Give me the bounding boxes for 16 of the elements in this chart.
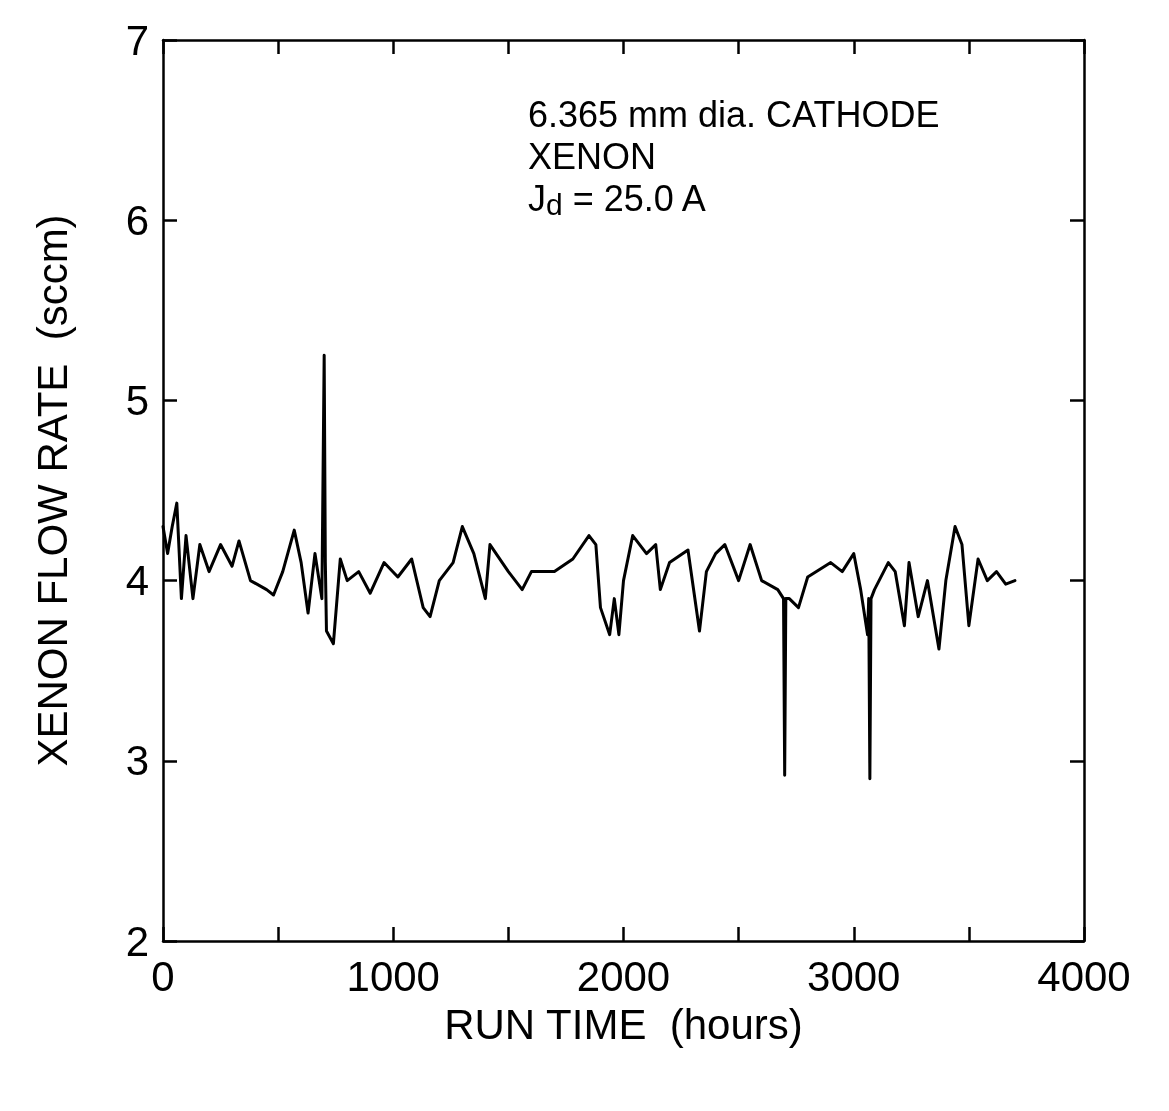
x-axis-title: RUN TIME (hours) xyxy=(444,1000,803,1048)
x-tick-label: 0 xyxy=(151,952,175,1000)
annotation: 6.365 mm dia. CATHODE xyxy=(528,93,940,135)
x-tick-label: 2000 xyxy=(576,952,671,1000)
x-tick-label: 3000 xyxy=(807,952,901,1000)
y-tick-label: 5 xyxy=(125,376,149,424)
x-tick-label: 4000 xyxy=(1037,952,1131,1000)
x-tick-label: 1000 xyxy=(346,952,440,1000)
y-tick-label: 7 xyxy=(125,16,149,64)
y-tick-label: 6 xyxy=(125,196,149,244)
annotation: Jd = 25.0 A xyxy=(528,177,706,221)
y-tick-label: 3 xyxy=(125,737,149,785)
annotation: XENON xyxy=(528,135,657,177)
y-axis-title: XENON FLOW RATE (sccm) xyxy=(28,214,76,767)
y-tick-label: 2 xyxy=(125,917,149,965)
y-tick-label: 4 xyxy=(125,557,149,605)
